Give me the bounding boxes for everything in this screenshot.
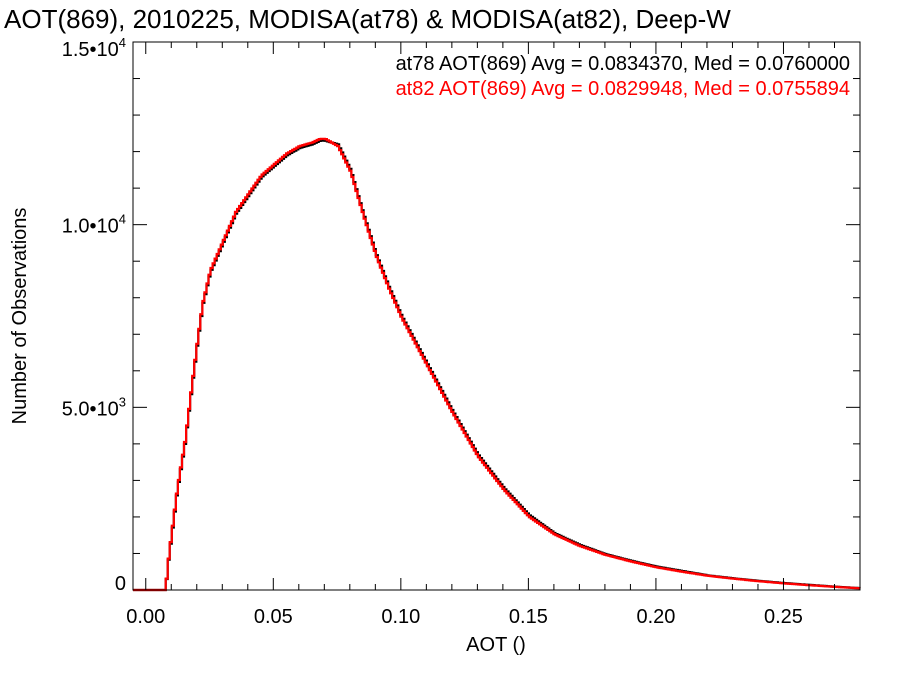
- y-axis-label: Number of Observations: [9, 208, 31, 425]
- x-tick-label: 0.25: [764, 606, 803, 628]
- y-tick-label: 1.5•104: [62, 35, 126, 61]
- legend: at78 AOT(869) Avg = 0.0834370, Med = 0.0…: [396, 53, 850, 100]
- y-axis: 0 5.0•103 1.0•104 1.5•104: [62, 35, 860, 595]
- legend-entry-at82: at82 AOT(869) Avg = 0.0829948, Med = 0.0…: [396, 78, 850, 100]
- y-tick-label: 0: [115, 573, 126, 595]
- x-axis: 0.00 0.05 0.10 0.15 0.20 0.25: [126, 42, 835, 628]
- series-line-at82: [133, 137, 861, 592]
- chart-title: AOT(869), 2010225, MODISA(at78) & MODISA…: [4, 4, 731, 34]
- axes-frame: [132, 41, 861, 591]
- series-line-at78: [133, 139, 861, 592]
- x-tick-label: 0.10: [381, 606, 420, 628]
- x-axis-label: AOT (): [466, 634, 526, 656]
- y-tick-label: 5.0•103: [62, 394, 126, 420]
- x-tick-label: 0.05: [254, 606, 293, 628]
- y-tick-label: 1.0•104: [62, 212, 126, 238]
- x-tick-label: 0.15: [509, 606, 548, 628]
- x-tick-label: 0.00: [126, 606, 165, 628]
- legend-entry-at78: at78 AOT(869) Avg = 0.0834370, Med = 0.0…: [396, 53, 850, 75]
- plot-area: [133, 137, 861, 592]
- x-tick-label: 0.20: [636, 606, 675, 628]
